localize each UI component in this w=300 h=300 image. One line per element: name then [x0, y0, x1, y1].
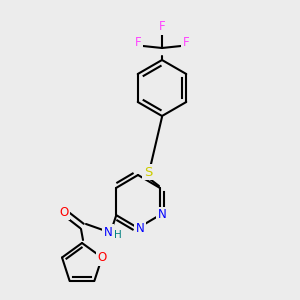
Text: S: S: [144, 166, 152, 178]
Text: N: N: [103, 226, 112, 238]
Text: O: O: [59, 206, 69, 218]
Text: H: H: [114, 230, 122, 240]
Text: F: F: [159, 20, 165, 34]
Text: F: F: [135, 37, 141, 50]
Text: O: O: [97, 251, 106, 264]
Text: N: N: [136, 221, 144, 235]
Text: N: N: [158, 208, 166, 221]
Text: F: F: [183, 37, 189, 50]
